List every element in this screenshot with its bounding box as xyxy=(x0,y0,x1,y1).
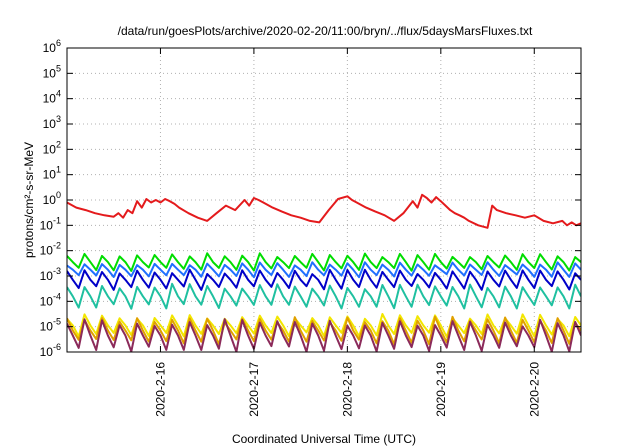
series-line xyxy=(67,268,581,291)
series-line xyxy=(67,261,581,279)
x-axis-ticks: 2020-2-16 2020-2-17 2020-2-18 2020-2-19 2020… xyxy=(153,48,541,417)
x-tick-label: 2020-2-16 xyxy=(153,362,167,417)
y-tick-label: 101 xyxy=(43,165,61,182)
y-axis-ticks: 10-6 10-5 10-4 10-3 10-2 10-1 100 101 102 103 104 1… xyxy=(40,38,581,359)
y-tick-label: 105 xyxy=(43,63,61,80)
y-tick-label: 10-1 xyxy=(40,215,61,232)
y-tick-label: 102 xyxy=(43,139,61,156)
x-tick-label: 2020-2-18 xyxy=(340,362,354,417)
chart-title: /data/run/goesPlots/archive/2020-02-20/1… xyxy=(118,24,533,38)
y-tick-label: 104 xyxy=(43,89,61,106)
series-line xyxy=(67,318,581,352)
series-line xyxy=(67,313,581,338)
y-tick-label: 10-6 xyxy=(40,342,61,359)
y-tick-label: 10-3 xyxy=(40,266,61,283)
series-line xyxy=(67,282,581,310)
y-tick-label: 100 xyxy=(43,190,61,207)
x-axis-label: Coordinated Universal Time (UTC) xyxy=(232,432,416,446)
series-line xyxy=(67,252,581,272)
series-group xyxy=(67,193,581,352)
y-tick-label: 106 xyxy=(43,38,61,55)
series-line xyxy=(67,193,581,229)
y-axis-label: protons/cm²-s-sr-MeV xyxy=(22,142,36,258)
x-tick-label: 2020-2-20 xyxy=(527,362,541,417)
y-tick-label: 10-5 xyxy=(40,317,61,334)
y-tick-label: 103 xyxy=(43,114,61,131)
y-tick-label: 10-2 xyxy=(40,241,61,258)
y-tick-label: 10-4 xyxy=(40,291,61,308)
x-tick-label: 2020-2-19 xyxy=(434,362,448,417)
series-line xyxy=(67,315,581,346)
x-tick-label: 2020-2-17 xyxy=(247,362,261,417)
